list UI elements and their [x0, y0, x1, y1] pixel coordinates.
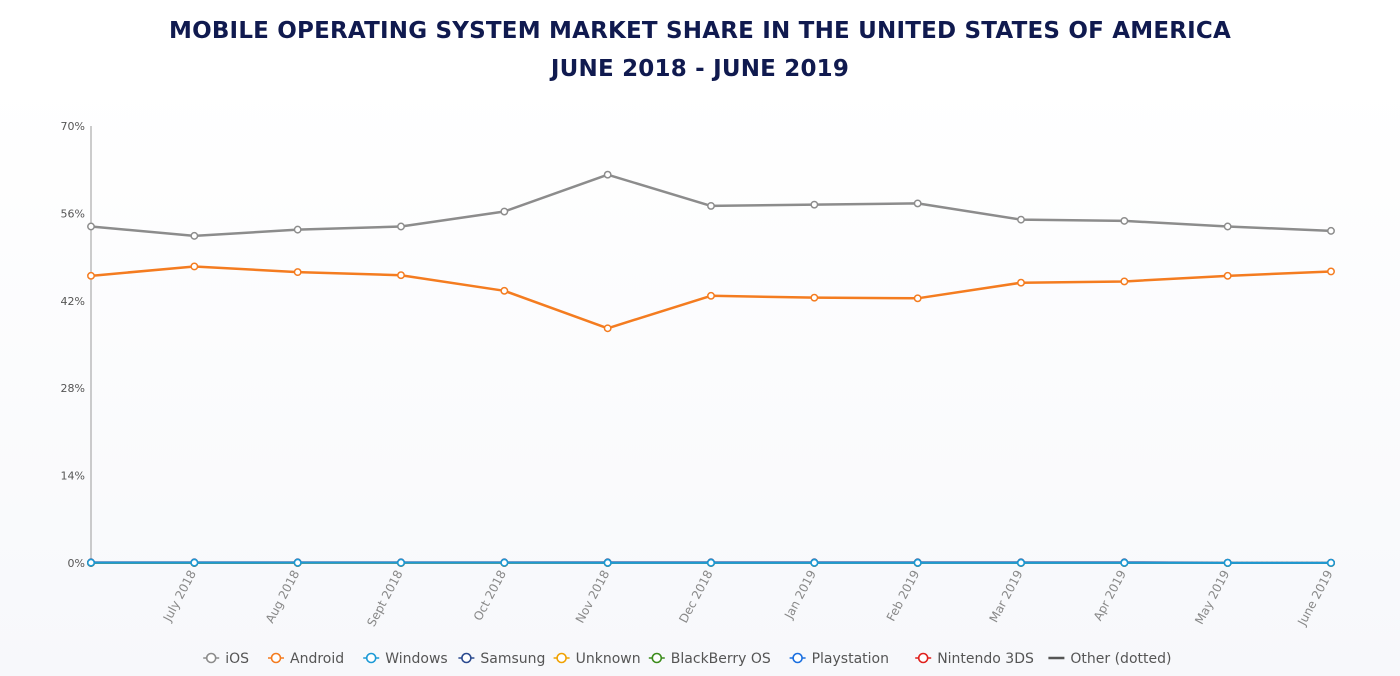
y-tick-label: 0% — [68, 557, 85, 570]
legend-marker-blackberry-os — [651, 652, 663, 664]
legend: iOS Android Windows Samsung Unknown BlackBerr… — [203, 651, 1171, 667]
data-point-windows — [1120, 558, 1129, 567]
data-point-windows — [913, 558, 922, 567]
data-point-ios — [1223, 222, 1232, 231]
data-point-ios — [1017, 215, 1025, 224]
y-tick-label: 28% — [61, 382, 85, 395]
data-point-windows — [1223, 558, 1232, 567]
legend-label-blackberry-os: BlackBerry OS — [671, 651, 771, 667]
data-point-ios — [913, 199, 922, 208]
data-point-windows — [293, 558, 302, 567]
legend-marker-ios — [205, 652, 217, 664]
y-tick-label: 70% — [61, 120, 85, 133]
data-point-android — [1223, 271, 1232, 280]
x-tick-label: Aug 2018 — [263, 568, 302, 626]
x-tick-label: Jan 2019 — [781, 568, 819, 622]
series-group — [87, 170, 1335, 567]
chart-subtitle: JUNE 2018 - JUNE 2019 — [550, 56, 850, 82]
data-point-android — [913, 294, 922, 303]
data-point-ios — [293, 225, 302, 234]
data-point-windows — [500, 558, 509, 567]
data-point-ios — [810, 200, 819, 209]
data-point-ios — [397, 222, 405, 231]
chart-title: MOBILE OPERATING SYSTEM MARKET SHARE IN … — [168, 18, 1231, 44]
x-tick-label: Nov 2018 — [573, 568, 612, 626]
data-point-windows — [190, 558, 199, 567]
data-point-ios — [500, 207, 509, 216]
data-point-android — [707, 291, 715, 300]
data-point-windows — [810, 558, 819, 567]
legend-label-ios: iOS — [225, 651, 249, 667]
legend-marker-samsung — [461, 652, 472, 664]
legend-marker-android — [270, 652, 282, 664]
data-point-ios — [603, 170, 612, 179]
data-point-android — [190, 262, 199, 271]
legend-label-playstation: Playstation — [812, 651, 889, 667]
data-point-ios — [87, 222, 95, 231]
y-tick-label: 14% — [61, 470, 85, 483]
x-tick-label: Sept 2018 — [364, 568, 405, 629]
data-point-android — [1017, 278, 1025, 287]
data-point-ios — [190, 231, 199, 240]
data-point-ios — [1327, 226, 1335, 235]
x-tick-label: Feb 2019 — [884, 568, 922, 624]
data-point-android — [293, 268, 302, 277]
y-tick-label: 42% — [61, 295, 85, 308]
data-point-ios — [707, 201, 715, 210]
legend-label-android: Android — [290, 651, 344, 667]
legend-label-windows: Windows — [385, 651, 448, 667]
data-point-windows — [1327, 558, 1335, 567]
legend-marker-nintendo-3ds — [917, 652, 929, 664]
legend-marker-playstation — [792, 652, 803, 664]
x-tick-label: Apr 2019 — [1091, 568, 1129, 623]
y-tick-label: 56% — [61, 207, 85, 220]
data-point-android — [1327, 267, 1335, 276]
data-point-android — [500, 286, 509, 295]
data-point-windows — [707, 558, 715, 567]
data-point-windows — [87, 558, 95, 567]
data-point-android — [603, 324, 612, 333]
data-point-windows — [603, 558, 612, 567]
data-point-android — [1120, 277, 1129, 286]
legend-marker-windows — [365, 652, 377, 664]
x-tick-label: Mar 2019 — [987, 568, 1026, 625]
legend-label-unknown: Unknown — [576, 651, 641, 667]
x-tick-label: June 2019 — [1294, 568, 1335, 629]
axes-group: 0% 14% 28% 42% 56% 70% July 2018 Aug 2018 Sept 2… — [61, 120, 1336, 629]
x-tick-label: May 2019 — [1192, 568, 1232, 627]
legend-label-nintendo-3ds: Nintendo 3DS — [937, 651, 1034, 667]
x-tick-label: July 2018 — [160, 568, 199, 625]
x-tick-label: Oct 2018 — [471, 568, 509, 623]
legend-label-other-dotted: Other (dotted) — [1070, 651, 1171, 667]
x-tick-label: Dec 2018 — [676, 568, 715, 625]
legend-marker-unknown — [556, 652, 567, 664]
data-point-android — [397, 271, 405, 280]
data-point-ios — [1120, 216, 1129, 225]
data-point-android — [810, 293, 819, 302]
legend-label-samsung: Samsung — [480, 651, 545, 667]
data-point-android — [87, 271, 95, 280]
data-point-windows — [1017, 558, 1025, 567]
data-point-windows — [397, 558, 405, 567]
